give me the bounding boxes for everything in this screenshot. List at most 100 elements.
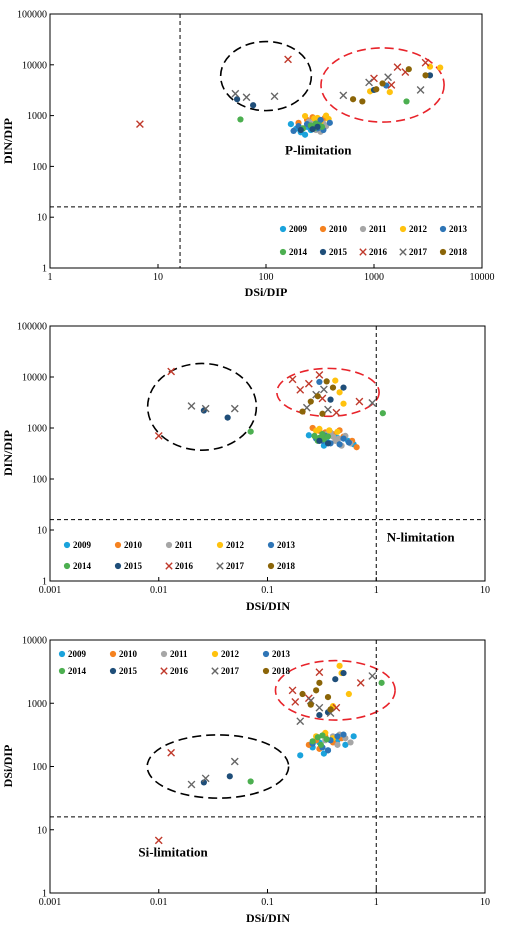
legend-item-2010: 2010	[109, 649, 138, 659]
legend-label: 2010	[329, 224, 348, 234]
point-2012	[326, 427, 333, 434]
y-tick-label: 10000	[22, 373, 47, 384]
point-2014	[379, 410, 386, 417]
legend-label: 2013	[272, 649, 291, 659]
legend-label: 2015	[119, 666, 138, 676]
black-dashed-ellipse	[219, 40, 313, 112]
point-2014	[324, 433, 332, 440]
point-2011	[334, 741, 341, 748]
legend-item-2009: 2009	[58, 649, 87, 659]
point-2014	[378, 679, 385, 686]
y-axis-title-1: DIN/DIP	[1, 118, 15, 164]
legend-label: 2014	[289, 247, 308, 257]
point-2012	[345, 690, 352, 698]
legend-label: 2017	[221, 666, 240, 676]
point-2016	[288, 686, 297, 695]
legend-label: 2012	[409, 224, 428, 234]
x-tick-label: 0.001	[39, 585, 62, 596]
legend-item-2016: 2016	[160, 666, 189, 676]
point-2013	[340, 731, 347, 738]
point-2018	[323, 378, 330, 385]
point-2015	[324, 440, 332, 447]
x-axis-title-2: DSi/DIN	[246, 599, 290, 613]
point-2015	[340, 384, 347, 391]
point-2014	[403, 98, 410, 105]
legend-label: 2016	[369, 247, 388, 257]
y-tick-label: 1000	[27, 111, 47, 122]
legend-marker	[165, 541, 173, 549]
legend-marker	[63, 541, 71, 549]
legend-label: 2018	[449, 247, 468, 257]
legend-2: 2009 2010 2011 2012 2013 2014 2015 2016 2017 2018	[63, 540, 296, 571]
legend-marker	[359, 248, 367, 256]
point-2014	[314, 734, 321, 741]
ellipses-2	[146, 362, 380, 451]
y-ticks-3: 1 10 100 1000 10000	[22, 636, 54, 900]
annotation-label-2: N-limitation	[387, 529, 456, 544]
x-tick-label: 0.1	[261, 897, 274, 908]
point-2013	[317, 116, 324, 124]
legend-marker	[114, 562, 122, 570]
y-tick-label: 100	[32, 762, 47, 773]
y-tick-label: 10	[37, 526, 47, 537]
point-2018	[299, 690, 306, 698]
y-tick-label: 1	[42, 577, 47, 588]
point-2015	[224, 414, 231, 421]
point-2016	[315, 370, 324, 379]
point-2017	[296, 717, 305, 726]
point-2015	[297, 126, 304, 134]
point-2012	[334, 428, 341, 435]
point-2015	[309, 126, 316, 133]
red-dashed-ellipse	[320, 47, 445, 123]
legend-label: 2018	[277, 561, 296, 571]
point-2018	[405, 66, 412, 73]
point-2012	[332, 377, 339, 384]
y-tick-label: 1	[42, 264, 47, 275]
y-tick-label: 100000	[17, 10, 47, 21]
black-dashed-ellipse	[146, 734, 290, 799]
point-2016	[291, 698, 300, 706]
legend-item-2009: 2009	[279, 224, 308, 234]
point-2018	[327, 706, 334, 713]
legend-label: 2012	[226, 540, 245, 550]
point-2017	[231, 89, 240, 98]
point-2015	[327, 396, 334, 403]
ellipses-3	[146, 659, 396, 799]
legend-label: 2016	[175, 561, 194, 571]
legend-item-2012: 2012	[211, 649, 240, 659]
point-2014	[317, 741, 325, 748]
point-2014	[319, 732, 326, 739]
legend-item-2014: 2014	[63, 561, 92, 571]
legend-marker	[165, 562, 173, 570]
legend-marker	[109, 667, 117, 675]
legend-label: 2011	[369, 224, 387, 234]
point-2016	[154, 836, 163, 845]
point-2012	[386, 89, 393, 96]
y-axis-title-2: DIN/DIP	[1, 430, 15, 476]
point-2018	[314, 393, 321, 400]
legend-marker	[211, 667, 219, 675]
legend-item-2012: 2012	[399, 224, 428, 234]
x-tick-label: 1	[374, 585, 379, 596]
point-2016	[136, 120, 144, 129]
point-2013	[336, 441, 343, 448]
point-2016	[421, 58, 430, 67]
legend-marker	[109, 650, 117, 658]
point-2018	[319, 410, 326, 417]
point-2017	[384, 73, 392, 82]
point-2012	[340, 400, 347, 407]
point-2015	[233, 96, 241, 103]
y-tick-label: 10000	[22, 636, 47, 647]
y-axis-title-3: DSi/DIP	[1, 745, 15, 788]
legend-marker	[211, 650, 219, 658]
x-axis-title-1: DSi/DIP	[245, 285, 288, 299]
point-2017	[187, 402, 196, 410]
legend-item-2011: 2011	[165, 540, 193, 550]
legend-marker	[216, 541, 224, 549]
point-2017	[324, 405, 332, 414]
point-2017	[187, 780, 196, 789]
legend-item-2017: 2017	[399, 247, 428, 257]
point-2013	[316, 378, 323, 386]
legend-marker	[160, 650, 168, 658]
legend-item-2015: 2015	[114, 561, 143, 571]
